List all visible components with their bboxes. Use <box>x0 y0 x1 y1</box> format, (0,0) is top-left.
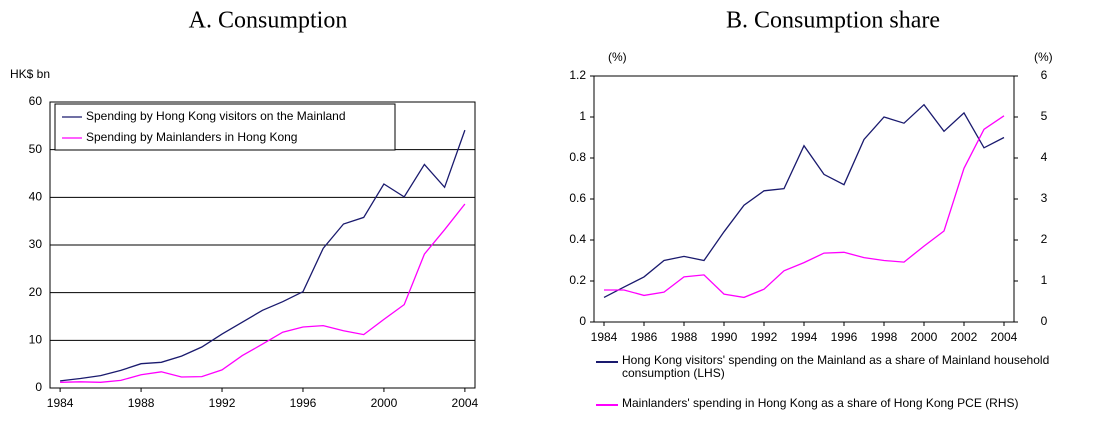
y-tick-label: 0 <box>35 380 42 394</box>
x-tick-label: 1996 <box>831 330 858 344</box>
y2-tick-label: 3 <box>1041 191 1048 205</box>
x-tick-label: 1992 <box>209 396 236 410</box>
x-tick-label: 1994 <box>791 330 818 344</box>
x-tick-label: 2000 <box>371 396 398 410</box>
x-tick-label: 1990 <box>711 330 738 344</box>
y2-tick-label: 1 <box>1041 273 1048 287</box>
chart-title: A. Consumption <box>189 8 348 34</box>
y2-tick-label: 5 <box>1041 109 1048 123</box>
y-tick-label: 1 <box>579 109 586 123</box>
plot-frame <box>49 101 476 389</box>
y-tick-label: 0.8 <box>569 150 586 164</box>
y-tick-label: 20 <box>29 285 43 299</box>
y2-tick-label: 6 <box>1041 68 1048 82</box>
x-tick-label: 1984 <box>591 330 618 344</box>
y-tick-label: 30 <box>29 237 43 251</box>
legend-label: Mainlanders' spending in Hong Kong as a … <box>622 396 1019 410</box>
x-tick-label: 2000 <box>911 330 938 344</box>
x-tick-label: 1996 <box>290 396 317 410</box>
y-tick-label: 50 <box>29 142 43 156</box>
x-tick-label: 1992 <box>751 330 778 344</box>
x-tick-label: 1984 <box>47 396 74 410</box>
y-tick-label: 60 <box>29 94 43 108</box>
legend-label: Hong Kong visitors' spending on the Main… <box>622 353 1050 380</box>
x-tick-label: 1998 <box>871 330 898 344</box>
legend-label: Spending by Hong Kong visitors on the Ma… <box>86 109 346 123</box>
x-tick-label: 2004 <box>991 330 1018 344</box>
y-tick-label: 10 <box>29 333 43 347</box>
chart-title: B. Consumption share <box>726 8 940 34</box>
y-axis-label: (%) <box>608 50 627 64</box>
y-tick-label: 0.2 <box>569 273 586 287</box>
series-line <box>604 115 1005 299</box>
y2-tick-label: 2 <box>1041 232 1048 246</box>
legend-box <box>54 103 396 151</box>
series-line <box>603 103 1005 298</box>
y2-tick-label: 4 <box>1041 150 1048 164</box>
x-tick-label: 2002 <box>951 330 978 344</box>
legend-label: Spending by Mainlanders in Hong Kong <box>86 130 297 144</box>
series-line <box>60 129 466 382</box>
x-tick-label: 1988 <box>671 330 698 344</box>
series-line <box>60 203 466 383</box>
y-tick-label: 0.6 <box>569 191 586 205</box>
y-tick-label: 0.4 <box>569 232 586 246</box>
plot-frame <box>593 75 1015 323</box>
x-tick-label: 1988 <box>128 396 155 410</box>
y-tick-label: 0 <box>579 314 586 328</box>
y-axis-label: HK$ bn <box>10 67 50 81</box>
y2-axis-label: (%) <box>1034 50 1053 64</box>
x-tick-label: 1986 <box>631 330 658 344</box>
y-tick-label: 1.2 <box>569 68 586 82</box>
y-tick-label: 40 <box>29 190 43 204</box>
y2-tick-label: 0 <box>1041 314 1048 328</box>
x-tick-label: 2004 <box>452 396 479 410</box>
